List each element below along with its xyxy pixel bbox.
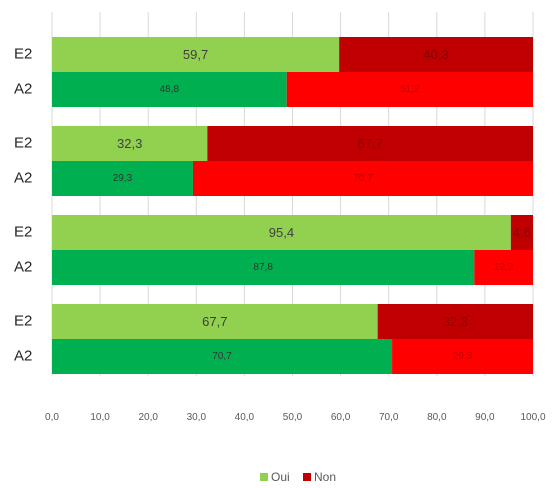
data-label-oui: 48,8 — [160, 84, 180, 95]
category-label: E2 — [14, 46, 32, 63]
data-label-oui: 59,7 — [183, 47, 208, 62]
data-label-non: 51,2 — [400, 84, 420, 95]
x-tick-label: 0,0 — [45, 412, 59, 423]
legend-swatch-oui — [260, 473, 268, 481]
data-label-oui: 32,3 — [117, 136, 142, 151]
legend-swatch-non — [303, 473, 311, 481]
data-label-non: 4,6 — [513, 225, 531, 240]
x-tick-label: 60,0 — [331, 412, 351, 423]
x-tick-label: 80,0 — [427, 412, 447, 423]
bar-segment-oui — [52, 161, 193, 196]
bar-segment-non — [192, 161, 534, 196]
x-tick-label: 30,0 — [187, 412, 207, 423]
category-label: E2 — [14, 313, 32, 330]
category-label: A2 — [14, 170, 32, 187]
category-label: A2 — [14, 81, 32, 98]
category-label: A2 — [14, 348, 32, 365]
bar-segment-non — [377, 304, 533, 339]
bar-segment-non — [392, 339, 533, 374]
bar-segment-non — [339, 37, 533, 72]
bar-segment-oui — [52, 339, 393, 374]
data-label-non: 32,3 — [443, 314, 468, 329]
x-tick-label: 40,0 — [235, 412, 255, 423]
data-label-non: 67,7 — [358, 136, 383, 151]
legend-label-non: Non — [314, 470, 336, 484]
bar-segment-oui — [52, 304, 378, 339]
data-label-oui: 29,3 — [113, 173, 133, 184]
bar-segment-non — [474, 250, 533, 285]
bar-segment-oui — [52, 126, 208, 161]
legend-label-oui: Oui — [271, 470, 290, 484]
data-label-non: 70,7 — [353, 173, 373, 184]
bar-segment-non — [286, 72, 533, 107]
bar-segment-oui — [52, 72, 287, 107]
bar-segment-oui — [52, 250, 475, 285]
x-tick-label: 70,0 — [379, 412, 399, 423]
data-label-oui: 95,4 — [269, 225, 294, 240]
bar-segment-oui — [52, 215, 511, 250]
data-label-oui: 67,7 — [202, 314, 227, 329]
data-label-non: 40,3 — [423, 47, 448, 62]
data-label-oui: 70,7 — [212, 351, 232, 362]
bar-segment-oui — [52, 37, 340, 72]
data-label-non: 12,2 — [494, 262, 514, 273]
category-label: E2 — [14, 135, 32, 152]
x-tick-label: 100,0 — [520, 412, 545, 423]
data-label-oui: 87,8 — [253, 262, 273, 273]
x-tick-label: 50,0 — [283, 412, 303, 423]
x-tick-label: 20,0 — [138, 412, 158, 423]
bar-segment-non — [510, 215, 533, 250]
category-label: A2 — [14, 259, 32, 276]
x-tick-label: 10,0 — [90, 412, 110, 423]
category-label: E2 — [14, 224, 32, 241]
data-label-non: 29,3 — [453, 351, 473, 362]
bar-segment-non — [207, 126, 533, 161]
x-tick-label: 90,0 — [475, 412, 495, 423]
